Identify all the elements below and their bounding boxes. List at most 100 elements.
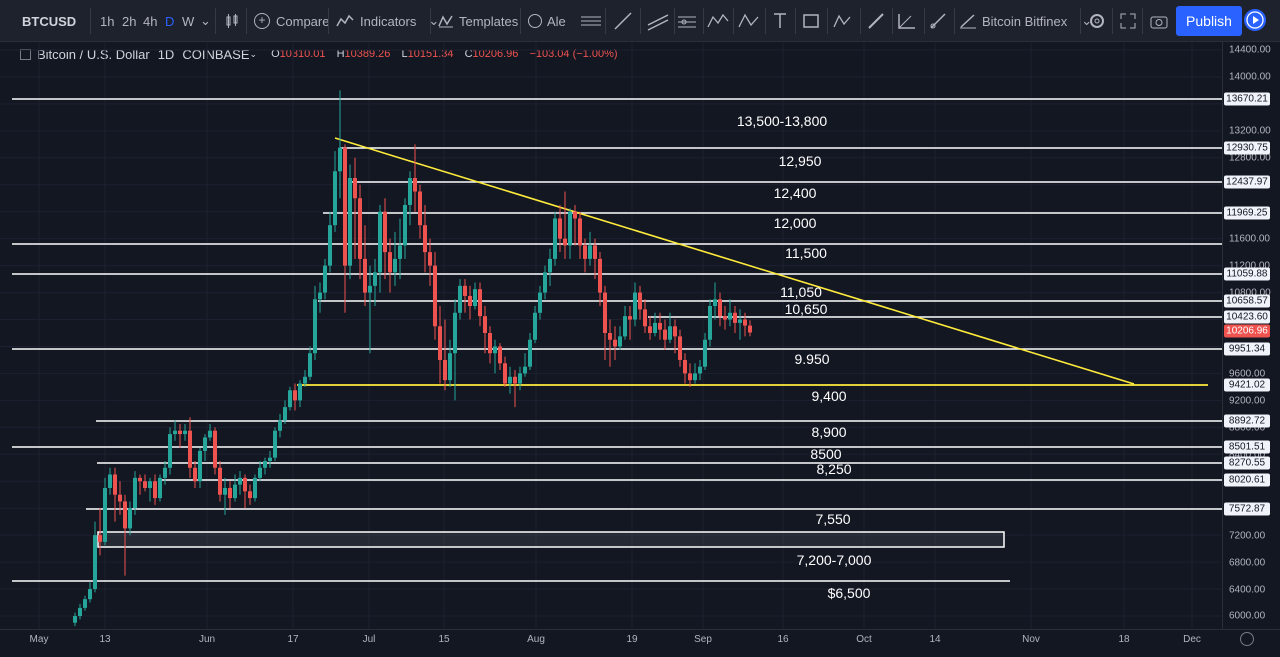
toolbar-divider xyxy=(860,8,861,34)
candle-body xyxy=(113,474,117,495)
pitchfork-icon[interactable] xyxy=(676,0,698,42)
candle-body xyxy=(123,501,127,529)
price-tick-label: 11600.00 xyxy=(1229,233,1270,245)
camera-icon[interactable] xyxy=(1150,0,1168,42)
time-tick-label: Dec xyxy=(1183,634,1201,645)
candle-body xyxy=(698,366,702,374)
level-annotation: 7,200-7,000 xyxy=(796,552,872,568)
candle-body xyxy=(458,285,462,313)
ohlc-values: O10310.01 H10389.26 L10151.34 C10206.96 … xyxy=(271,48,618,60)
play-icon[interactable] xyxy=(1244,9,1266,31)
candle-body xyxy=(318,292,322,300)
price-axis[interactable] xyxy=(1222,42,1280,629)
candle-body xyxy=(708,306,712,340)
candle-body xyxy=(478,289,482,317)
candle-body xyxy=(213,430,217,468)
rectangle-tool-icon[interactable] xyxy=(801,0,821,42)
templates-icon xyxy=(438,15,453,28)
level-annotation: 12,950 xyxy=(778,153,822,169)
interval-d[interactable]: D xyxy=(165,13,175,29)
candle-body xyxy=(448,353,452,381)
candle-body xyxy=(103,487,107,542)
candle-body xyxy=(518,373,522,384)
symbol-search[interactable]: BTCUSD xyxy=(22,13,77,29)
interval-2h[interactable]: 2h xyxy=(122,13,137,29)
candle-body xyxy=(718,299,722,317)
candle-body xyxy=(218,467,222,495)
candle-body xyxy=(628,316,632,320)
trend-line-icon[interactable] xyxy=(613,0,633,42)
time-tick-label: May xyxy=(29,634,49,645)
brush-tool-icon[interactable] xyxy=(866,0,886,42)
interval-4h[interactable]: 4h xyxy=(143,13,158,29)
candle-body xyxy=(403,204,407,246)
time-tick-label: Jul xyxy=(362,634,376,645)
elliott-wave-icon[interactable] xyxy=(706,0,730,42)
interval-w[interactable]: W xyxy=(182,13,195,29)
candle-body xyxy=(473,289,477,307)
pattern-tool-icon[interactable] xyxy=(832,0,854,42)
candle-body xyxy=(253,477,257,499)
abcd-pattern-icon[interactable] xyxy=(737,0,761,42)
price-level-label: 8270.55 xyxy=(1224,456,1270,470)
collapse-icon[interactable] xyxy=(20,48,31,60)
price-tick-label: 10800.00 xyxy=(1229,287,1271,299)
price-level-label: 8020.61 xyxy=(1224,473,1270,487)
indicators-button[interactable]: Indicators ⌄ xyxy=(336,0,439,42)
candle-body xyxy=(233,484,237,499)
layout-name-button[interactable]: Bitcoin Bitfinex ⌄ xyxy=(958,0,1092,42)
axis-settings-icon[interactable] xyxy=(1240,632,1254,646)
candle-body xyxy=(638,292,642,310)
candle-body xyxy=(538,292,542,313)
time-tick-label: 17 xyxy=(287,634,299,645)
toolbar-divider xyxy=(215,8,216,34)
ruler-tool-icon[interactable] xyxy=(928,0,948,42)
candle-body xyxy=(588,245,592,259)
text-tool-icon[interactable] xyxy=(771,0,789,42)
time-tick-label: 19 xyxy=(626,634,638,645)
alert-button[interactable]: Ale xyxy=(528,0,566,42)
candle-body xyxy=(443,359,447,381)
candle-body xyxy=(713,299,717,307)
templates-button[interactable]: Templates xyxy=(438,0,518,42)
compare-button[interactable]: + Compare xyxy=(254,0,329,42)
candle-body xyxy=(288,390,292,408)
candle-body xyxy=(303,376,307,384)
price-zone-rect xyxy=(97,531,1005,548)
publish-button[interactable]: Publish xyxy=(1176,6,1242,36)
level-annotation: 10,650 xyxy=(784,301,828,317)
gear-icon[interactable] xyxy=(1088,0,1106,42)
chevron-down-icon[interactable]: ⌄ xyxy=(200,13,211,28)
candle-body xyxy=(503,363,507,384)
candle-body xyxy=(248,491,252,499)
candle-body xyxy=(398,245,402,259)
candle-body xyxy=(308,353,312,377)
candle-body xyxy=(523,366,527,374)
candle-body xyxy=(423,225,427,253)
price-chart[interactable] xyxy=(0,0,1222,629)
candle-body xyxy=(163,467,167,478)
toolbar-divider xyxy=(1080,8,1081,34)
parallel-channel-icon[interactable] xyxy=(646,0,670,42)
level-annotation: 12,000 xyxy=(773,215,817,231)
candle-body xyxy=(383,211,387,253)
interval-1h[interactable]: 1h xyxy=(100,13,115,29)
price-level-label: 11059.88 xyxy=(1224,267,1270,281)
measure-tool-icon[interactable] xyxy=(896,0,918,42)
candle-body xyxy=(268,457,272,462)
candle-body xyxy=(133,477,137,509)
horizontal-lines-icon[interactable] xyxy=(580,0,602,42)
level-annotation: 9.950 xyxy=(794,351,830,367)
candle-body xyxy=(83,599,87,608)
toolbar-divider xyxy=(90,8,91,34)
candle-body xyxy=(98,535,102,542)
time-axis[interactable] xyxy=(0,629,1280,657)
high-value: 10389.26 xyxy=(344,48,391,60)
chevron-down-icon[interactable]: ⌄ xyxy=(249,48,258,59)
toolbar-divider xyxy=(1142,8,1143,34)
toolbar-divider xyxy=(892,8,893,34)
price-level-label: 9951.34 xyxy=(1224,342,1270,356)
fullscreen-icon[interactable] xyxy=(1120,0,1136,42)
candle-body xyxy=(263,461,267,468)
candles-chart-type-icon[interactable] xyxy=(224,0,240,42)
